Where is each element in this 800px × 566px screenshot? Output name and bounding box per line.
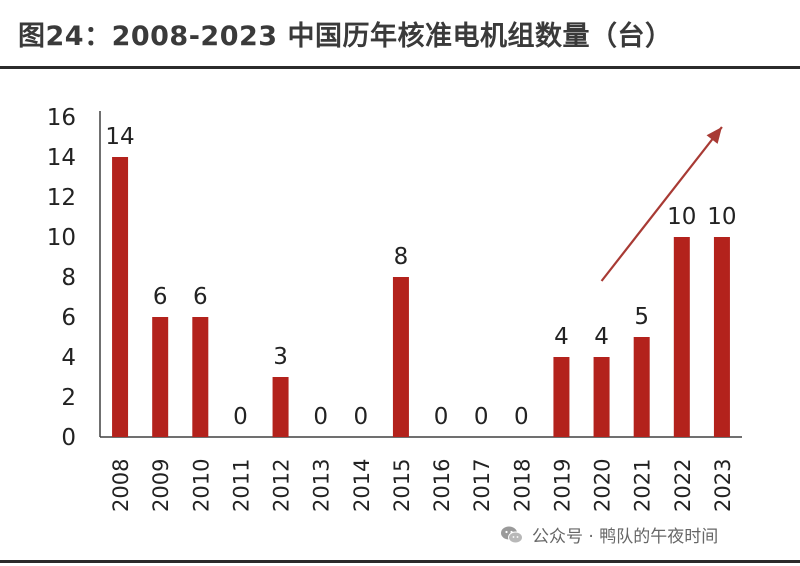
y-tick-label: 8 xyxy=(61,265,76,291)
x-tick-label: 2018 xyxy=(510,459,534,512)
data-label: 0 xyxy=(514,404,529,430)
data-label: 14 xyxy=(105,124,134,150)
bar xyxy=(593,357,610,437)
wechat-icon xyxy=(501,526,523,543)
data-label: 0 xyxy=(233,404,248,430)
data-label: 5 xyxy=(634,304,649,330)
data-label: 8 xyxy=(394,244,409,270)
bar-series xyxy=(112,157,730,437)
x-tick-label: 2008 xyxy=(109,459,133,512)
bar xyxy=(112,157,129,437)
x-tick-label: 2009 xyxy=(149,459,173,512)
x-tick-label: 2022 xyxy=(671,459,695,512)
data-label: 0 xyxy=(434,404,449,430)
watermark: 公众号 · 鸭队的午夜时间 xyxy=(500,522,718,547)
bar xyxy=(192,317,209,437)
data-label: 0 xyxy=(474,404,489,430)
y-tick-label: 2 xyxy=(61,385,76,411)
bar xyxy=(272,377,289,437)
bar xyxy=(152,317,169,437)
x-tick-label: 2016 xyxy=(430,459,454,512)
x-tick-label: 2017 xyxy=(470,459,494,512)
bar xyxy=(673,237,690,437)
watermark-text: 公众号 · 鸭队的午夜时间 xyxy=(532,527,719,547)
y-tick-label: 4 xyxy=(61,345,76,371)
y-tick-label: 12 xyxy=(47,185,76,211)
y-tick-label: 16 xyxy=(47,105,76,131)
bar xyxy=(633,337,650,437)
bar xyxy=(392,277,409,437)
y-tick-label: 14 xyxy=(47,145,76,171)
chart-title: 图24：2008-2023 中国历年核准电机组数量（台） xyxy=(18,21,673,52)
x-tick-label: 2015 xyxy=(390,459,414,512)
x-tick-label: 2011 xyxy=(229,459,253,512)
y-tick-label: 0 xyxy=(61,425,76,451)
data-label: 4 xyxy=(554,324,569,350)
bar xyxy=(713,237,730,437)
x-tick-label: 2020 xyxy=(591,459,615,512)
data-label: 10 xyxy=(667,204,696,230)
data-label: 3 xyxy=(273,344,288,370)
data-label: 6 xyxy=(193,284,208,310)
x-tick-label: 2014 xyxy=(350,459,374,512)
data-label: 0 xyxy=(353,404,368,430)
x-tick-labels: 2008 2009 2010 2011 2012 2013 2014 2015 2016 2017… xyxy=(109,459,735,512)
x-tick-label: 2012 xyxy=(270,459,294,512)
y-tick-label: 6 xyxy=(61,305,76,331)
y-tick-label: 10 xyxy=(47,225,76,251)
trend-arrow-line xyxy=(600,126,723,282)
trend-arrow-head xyxy=(706,127,722,144)
y-tick-labels: 0 2 4 6 8 10 12 14 16 xyxy=(47,105,76,451)
data-label: 4 xyxy=(594,324,609,350)
bottom-divider xyxy=(0,560,800,563)
data-label: 6 xyxy=(153,284,168,310)
data-label: 0 xyxy=(313,404,328,430)
x-tick-label: 2010 xyxy=(189,459,213,512)
x-tick-label: 2019 xyxy=(550,459,574,512)
x-tick-label: 2013 xyxy=(310,459,334,512)
bar xyxy=(553,357,570,437)
x-tick-label: 2021 xyxy=(631,459,655,512)
top-divider xyxy=(0,66,800,69)
x-tick-label: 2023 xyxy=(711,459,735,512)
data-label: 10 xyxy=(707,204,736,230)
trend-annotation xyxy=(600,126,723,282)
